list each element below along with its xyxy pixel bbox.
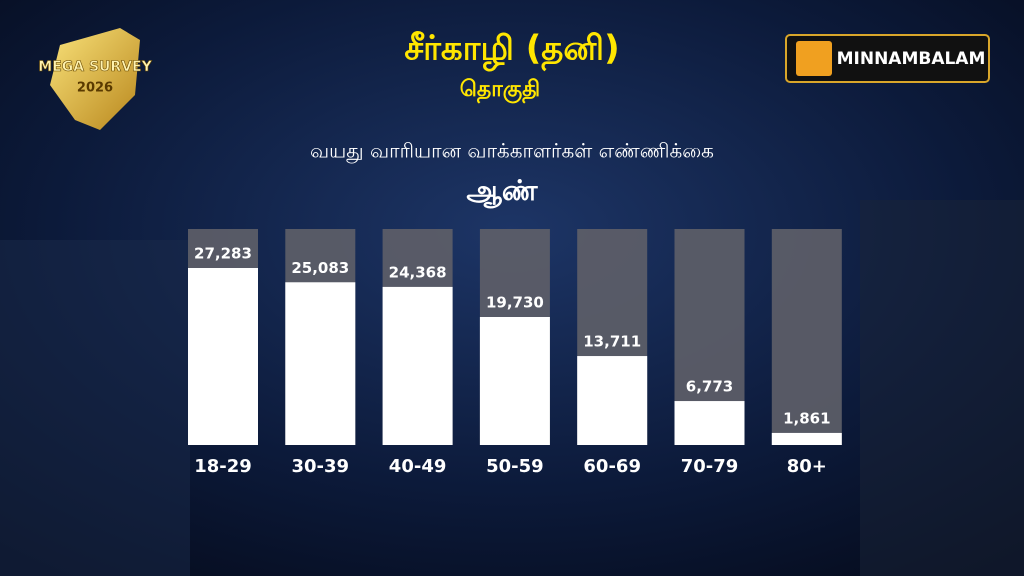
title: சீர்காழி (தனி) xyxy=(404,29,619,72)
bar xyxy=(771,432,842,445)
x-tick-label: 60-69 xyxy=(583,456,641,477)
group-label: ஆண் xyxy=(466,174,537,209)
bar-background xyxy=(771,229,842,445)
bar xyxy=(188,268,258,445)
value-label: 27,283 xyxy=(194,245,252,263)
channel-icon xyxy=(796,41,832,76)
survey-map-shape xyxy=(50,28,140,130)
background-tower xyxy=(860,200,1024,576)
channel-box xyxy=(785,34,990,83)
bars: 27,283 18-29 25,083 30-39 24,368 40-49 19,730 5… xyxy=(188,229,842,477)
survey-label: MEGA SURVEY xyxy=(38,59,152,75)
x-tick-label: 30-39 xyxy=(292,456,350,477)
bar xyxy=(382,286,453,445)
chart-title: வயது வாரியான வாக்காளர்கள் எண்ணிக்கை xyxy=(310,139,714,164)
value-label: 1,861 xyxy=(783,409,830,427)
channel-name: MINNAMBALAM xyxy=(837,49,986,69)
value-label: 13,711 xyxy=(583,333,641,351)
bar xyxy=(285,282,356,445)
background-building xyxy=(0,240,190,576)
value-label: 19,730 xyxy=(486,294,544,312)
x-tick-label: 80+ xyxy=(787,456,827,477)
survey-logo: MEGA SURVEY 2026 xyxy=(38,28,153,130)
channel-logo: MINNAMBALAM xyxy=(785,34,990,83)
value-label: 24,368 xyxy=(389,263,447,281)
x-tick-label: 40-49 xyxy=(389,456,447,477)
bar xyxy=(479,317,550,445)
value-label: 25,083 xyxy=(291,259,349,277)
bar xyxy=(674,401,745,445)
survey-year: 2026 xyxy=(77,81,113,96)
bar xyxy=(577,356,648,445)
x-tick-label: 18-29 xyxy=(194,456,252,477)
subtitle: தொகுதி xyxy=(460,77,540,104)
x-tick-label: 50-59 xyxy=(486,456,544,477)
x-tick-label: 70-79 xyxy=(681,456,739,477)
value-label: 6,773 xyxy=(686,378,733,396)
